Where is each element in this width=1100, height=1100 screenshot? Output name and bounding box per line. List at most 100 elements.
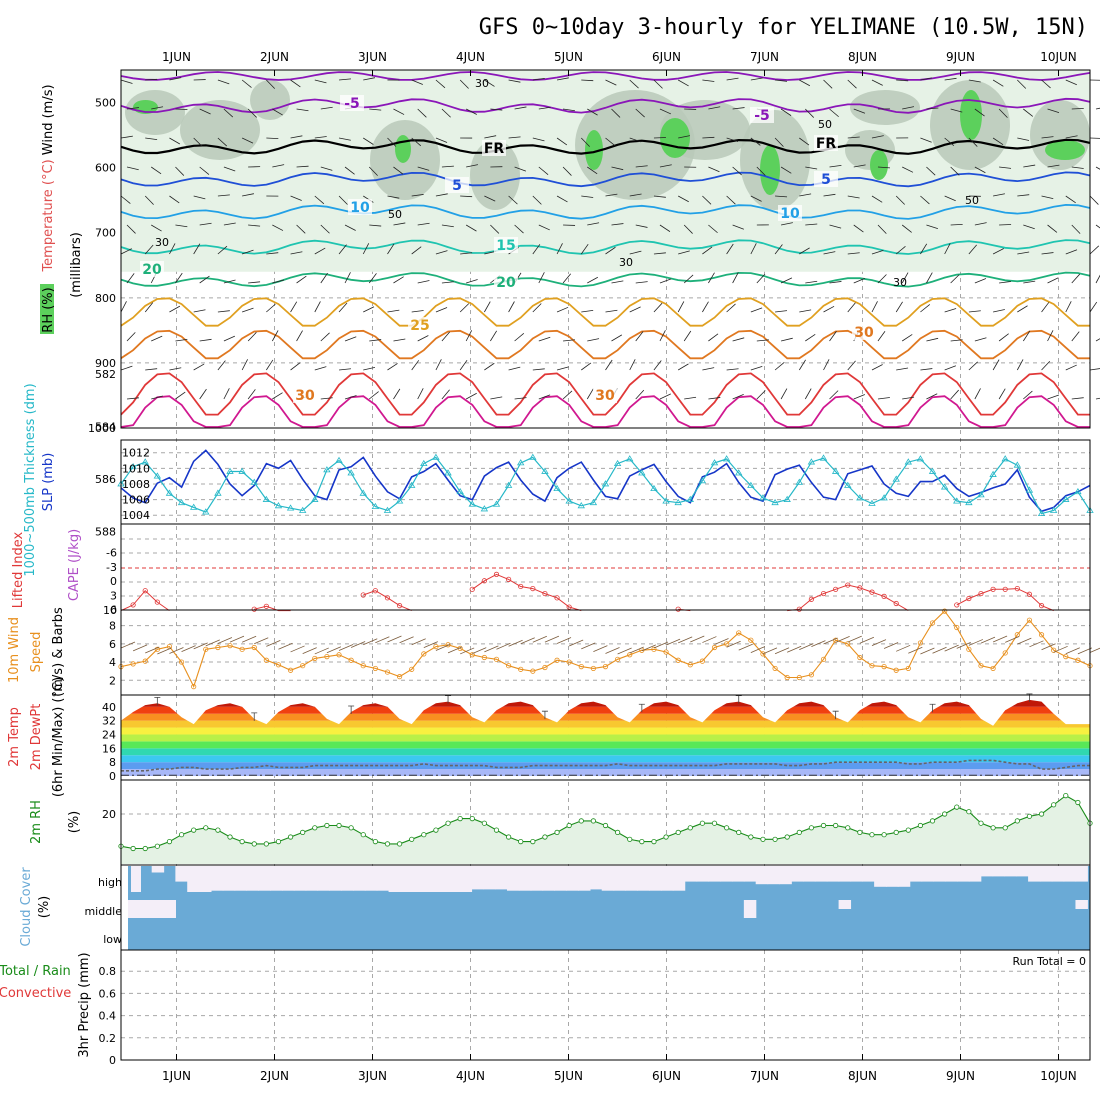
wind-barb — [1095, 224, 1100, 229]
wind-speed-point — [433, 643, 439, 650]
cloud-high-gap — [874, 866, 887, 887]
cloud-high-gap — [530, 866, 544, 891]
wind-barb — [556, 306, 569, 313]
wind-barb-10m — [447, 646, 463, 654]
cloud-high-gap — [424, 866, 437, 892]
rh-shading-mid — [180, 100, 260, 160]
date-label-bottom: 2JUN — [260, 1069, 289, 1083]
thickness-point — [880, 494, 888, 501]
wind-barb — [653, 195, 666, 198]
wind-speed-point — [275, 662, 282, 668]
cloud-high-gap — [187, 866, 200, 892]
lifted-tick: 3 — [110, 589, 117, 602]
cloud-middle-gap — [151, 900, 165, 918]
wind-speed-point — [263, 657, 269, 663]
wind-barb — [175, 224, 188, 228]
cloud-high-gap — [921, 866, 934, 882]
thickness-point — [214, 489, 222, 496]
wind-barb — [902, 106, 915, 110]
wind-barb — [193, 137, 203, 147]
rh2m-point — [566, 822, 572, 829]
wind-barb — [780, 108, 792, 116]
wind-speed-point — [711, 644, 718, 651]
date-label-bottom: 6JUN — [652, 1069, 681, 1083]
wind-barb — [459, 79, 469, 89]
wind-barb — [247, 389, 256, 400]
lifted-index-point — [554, 595, 560, 601]
rh2m-point — [336, 822, 342, 829]
wind-barb — [484, 301, 491, 313]
thickness-point — [1037, 509, 1046, 517]
thickness-point — [335, 456, 343, 463]
wind-barb — [532, 195, 542, 205]
wind-barb — [683, 224, 693, 234]
wind-speed-point — [130, 661, 136, 667]
rh2m-point — [845, 825, 851, 831]
wind-barb-10m — [750, 646, 766, 653]
wind-barb-10m — [774, 647, 790, 655]
temp-tick: 0 — [109, 770, 116, 783]
lifted-index-point — [360, 592, 366, 598]
wind-barb — [247, 108, 257, 118]
wind-barb — [290, 362, 301, 371]
wind-speed-point — [142, 658, 148, 664]
date-label-top: 7JUN — [750, 50, 779, 64]
wind-barb — [1023, 108, 1034, 117]
wind-speed-point — [699, 658, 706, 664]
cloud-high-gap — [388, 866, 402, 892]
wind-barb — [387, 309, 400, 313]
rh2m-point — [590, 818, 596, 824]
wind-barb — [169, 367, 182, 371]
wind-barb-10m — [883, 642, 899, 649]
wind-barb — [1071, 107, 1084, 110]
thickness-point — [517, 459, 525, 466]
wind-barb-10m — [254, 637, 269, 645]
wind-barb — [944, 243, 951, 255]
thickness-tick: 582 — [95, 368, 116, 381]
lifted-tick: 6 — [110, 604, 117, 617]
wind-speed-point — [1063, 653, 1069, 660]
wind-barb — [290, 79, 301, 88]
isotherm-20 — [120, 271, 1091, 288]
frame-layer — [120, 69, 1091, 1061]
wind-barb — [369, 339, 382, 342]
wind-barb — [1095, 166, 1100, 170]
wind-barb — [199, 108, 211, 115]
lifted-index-point — [881, 593, 887, 600]
wind-barb — [847, 79, 857, 89]
wind-barb — [775, 195, 788, 198]
thickness-point — [989, 470, 997, 477]
contour-label-bg — [482, 140, 506, 156]
cloud-high-gap — [1016, 866, 1029, 877]
wind-speed-point — [929, 620, 936, 626]
rh2m-point — [239, 838, 245, 845]
contour-label-bg — [494, 274, 518, 290]
wind-barb-10m — [338, 644, 354, 651]
wind-barb-10m — [811, 640, 826, 648]
wind-barb — [223, 335, 236, 342]
panel-frame — [120, 949, 1091, 1061]
wind-barb — [926, 107, 939, 110]
wind-speed-point — [421, 651, 427, 657]
wind-barb — [774, 137, 784, 147]
rh2m-point — [833, 822, 839, 829]
axis-label-part: 2m DewPt — [29, 704, 44, 771]
wind-barb — [799, 137, 810, 146]
wind-barb — [853, 224, 864, 233]
wind-barb — [272, 164, 285, 168]
wind-barb-10m — [350, 641, 366, 648]
wind-barb-10m — [193, 642, 208, 650]
wind-barb — [314, 366, 327, 371]
thickness-line — [120, 456, 1091, 515]
axis-label-part: (6hr Min/Max) (°C) — [51, 677, 66, 797]
thickness-point — [953, 497, 961, 504]
wind-barb-10m — [896, 644, 911, 652]
rh2m-point — [421, 832, 427, 838]
wind-barb — [393, 222, 406, 226]
thickness-point — [735, 469, 743, 476]
thickness-point — [298, 506, 307, 513]
wind-barb — [1065, 79, 1077, 86]
wind-barb — [369, 108, 382, 111]
wind-barb — [999, 166, 1012, 169]
contour-label: 30 — [595, 388, 615, 404]
